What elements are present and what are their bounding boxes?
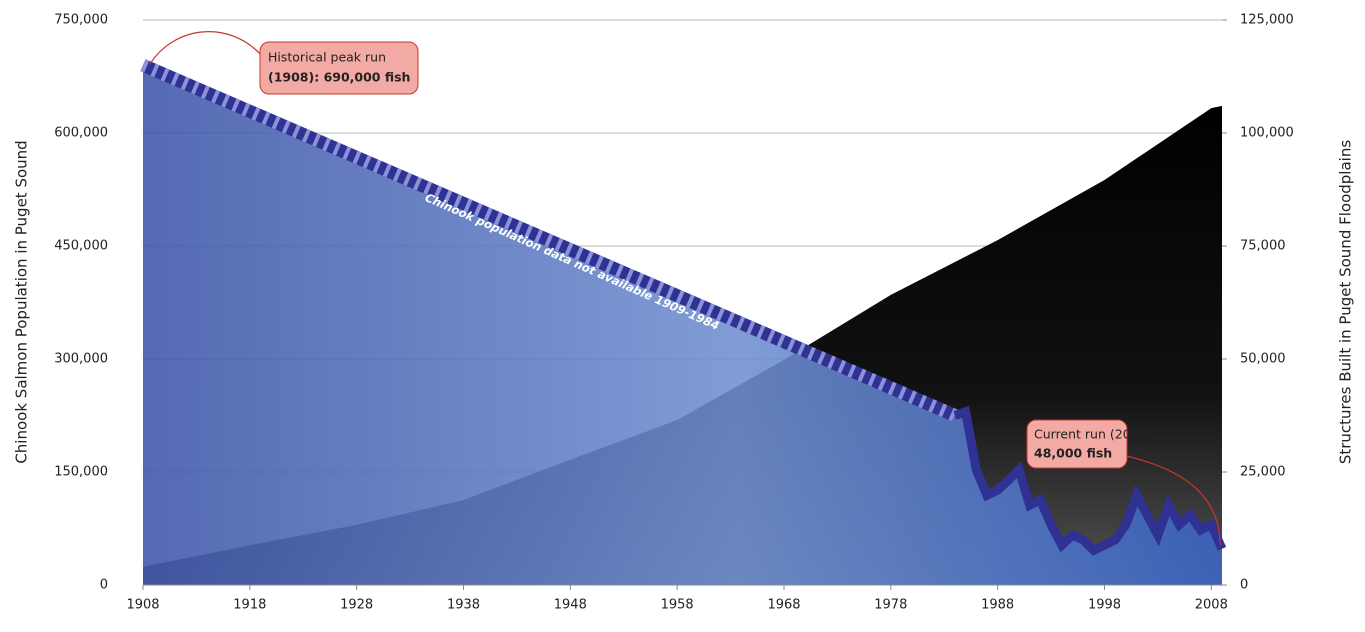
annotation-text: Historical peak run [268, 50, 386, 65]
x-tick-label: 1998 [1088, 598, 1121, 613]
y-tick-label: 450,000 [54, 239, 108, 254]
y2-tick-label: 0 [1240, 578, 1248, 593]
x-tick-label: 2008 [1195, 598, 1228, 613]
callout-connector [150, 32, 262, 64]
y-axis-title: Chinook Salmon Population in Puget Sound [13, 140, 31, 463]
annotation-text: (1908): 690,000 fish [268, 70, 410, 85]
y-tick-label: 300,000 [54, 352, 108, 367]
x-tick-label: 1948 [554, 598, 587, 613]
x-tick-label: 1978 [874, 598, 907, 613]
x-tick-label: 1958 [661, 598, 694, 613]
x-tick-label: 1968 [767, 598, 800, 613]
y-tick-label: 600,000 [54, 126, 108, 141]
chart: Chinook Salmon Population in Puget Sound… [0, 0, 1365, 628]
x-tick-label: 1918 [233, 598, 266, 613]
y2-tick-label: 75,000 [1240, 239, 1286, 254]
y-tick-label: 0 [100, 578, 108, 593]
annotation-text: Current run (2009): [1034, 427, 1156, 442]
x-tick-label: 1908 [126, 598, 159, 613]
x-tick-label: 1988 [981, 598, 1014, 613]
y2-tick-label: 100,000 [1240, 126, 1294, 141]
y-tick-label: 150,000 [54, 465, 108, 480]
y2-tick-label: 50,000 [1240, 352, 1286, 367]
x-tick-label: 1928 [340, 598, 373, 613]
annotation-text: 48,000 fish [1034, 446, 1112, 461]
x-tick-label: 1938 [447, 598, 480, 613]
y2-tick-label: 125,000 [1240, 13, 1294, 28]
y2-axis-title: Structures Built in Puget Sound Floodpla… [1337, 140, 1355, 465]
y2-tick-label: 25,000 [1240, 465, 1286, 480]
y-tick-label: 750,000 [54, 13, 108, 28]
